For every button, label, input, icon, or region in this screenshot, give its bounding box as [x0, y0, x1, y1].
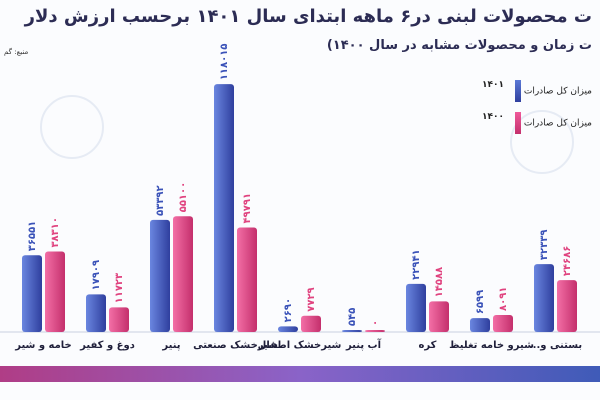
legend-label-1400: میزان کل صادرات — [523, 118, 592, 129]
bar-۱۴۰۰-5 — [365, 330, 385, 332]
chart-subtitle: ت زمان و محصولات مشابه در سال ۱۴۰۰) — [326, 38, 592, 53]
category-label-6: کره — [419, 340, 437, 351]
data-label-۱۴۰۱-1: ۱۷۹۰۹ — [91, 260, 102, 291]
bar-۱۴۰۰-4 — [301, 315, 321, 332]
watermark-circle — [510, 110, 574, 174]
bar-۱۴۰۰-2 — [173, 216, 193, 332]
legend-swatch-1400 — [514, 112, 521, 134]
data-label-۱۴۰۱-4: ۲۶۹۰ — [283, 298, 294, 322]
bar-۱۴۰۱-0 — [22, 255, 42, 332]
legend-year-1400: ۱۴۰۰ — [482, 112, 504, 122]
bar-۱۴۰۱-4 — [278, 326, 298, 332]
bar-۱۴۰۰-0 — [45, 251, 65, 332]
legend-item-1401: میزان کل صادرات — [509, 80, 592, 102]
data-label-۱۴۰۰-2: ۵۵۱۰۰ — [178, 182, 189, 213]
bar-۱۴۰۱-7 — [470, 318, 490, 332]
bar-۱۴۰۰-8 — [557, 280, 577, 332]
data-label-۱۴۰۰-1: ۱۱۷۲۳ — [114, 273, 125, 304]
data-label-۱۴۰۰-7: ۸۰۹۱ — [498, 287, 509, 311]
data-label-۱۴۰۰-0: ۳۸۳۱۰ — [50, 217, 61, 248]
category-label-1: دوغ و کفیر — [79, 340, 135, 351]
category-label-0: خامه و شیر — [14, 340, 72, 351]
bar-۱۴۰۱-3 — [214, 84, 234, 332]
category-label-5: آب پنیر — [345, 338, 382, 351]
bar-۱۴۰۱-2 — [150, 219, 170, 332]
bar-۱۴۰۰-1 — [109, 307, 129, 332]
source-label: منبع: گم — [4, 48, 29, 56]
watermark-circle — [40, 95, 104, 159]
bar-۱۴۰۰-3 — [237, 227, 257, 332]
category-label-2: پنیر — [161, 340, 180, 351]
data-label-۱۴۰۱-0: ۳۶۵۵۱ — [27, 221, 38, 252]
bar-۱۴۰۱-8 — [534, 264, 554, 332]
category-label-7: شیرو خامه تغلیظ — [449, 340, 534, 351]
category-label-8: بستنی و... — [529, 340, 582, 351]
data-label-۱۴۰۰-4: ۷۷۲۹ — [306, 287, 317, 311]
data-label-۱۴۰۱-3: ۱۱۸۰۱۵ — [219, 44, 230, 81]
data-label-۱۴۰۰-6: ۱۴۵۸۸ — [434, 267, 445, 298]
bar-۱۴۰۱-6 — [406, 283, 426, 332]
data-label-۱۴۰۰-8: ۲۴۶۸۶ — [562, 246, 573, 277]
bar-۱۴۰۰-7 — [493, 315, 513, 332]
decorative-band — [0, 366, 600, 382]
bar-۱۴۰۰-6 — [429, 301, 449, 332]
data-label-۱۴۰۱-6: ۲۲۹۴۱ — [411, 249, 422, 280]
data-label-۱۴۰۱-5: ۵۴۵ — [347, 308, 358, 326]
data-label-۱۴۰۱-8: ۳۲۳۳۹ — [539, 230, 550, 261]
data-label-۱۴۰۱-2: ۵۳۳۹۲ — [155, 185, 166, 216]
legend-swatch-1401 — [514, 80, 521, 102]
category-label-4: شیرخشک اطفال — [258, 340, 342, 351]
legend-year-1401: ۱۴۰۱ — [482, 80, 504, 90]
bar-۱۴۰۱-5 — [342, 330, 362, 332]
legend-item-1400: میزان کل صادرات — [509, 112, 592, 134]
data-label-۱۴۰۱-7: ۶۵۹۹ — [475, 290, 486, 314]
bar-۱۴۰۱-1 — [86, 294, 106, 332]
chart-title: ت محصولات لبنی در۶ ماهه ابتدای سال ۱۴۰۱ … — [24, 6, 592, 27]
legend-label-1401: میزان کل صادرات — [523, 86, 592, 97]
category-label-3: شیرخشک صنعتی — [193, 340, 278, 351]
data-label-۱۴۰۰-3: ۴۹۷۹۱ — [242, 193, 253, 224]
data-label-۱۴۰۰-5: ۰ — [370, 320, 381, 326]
